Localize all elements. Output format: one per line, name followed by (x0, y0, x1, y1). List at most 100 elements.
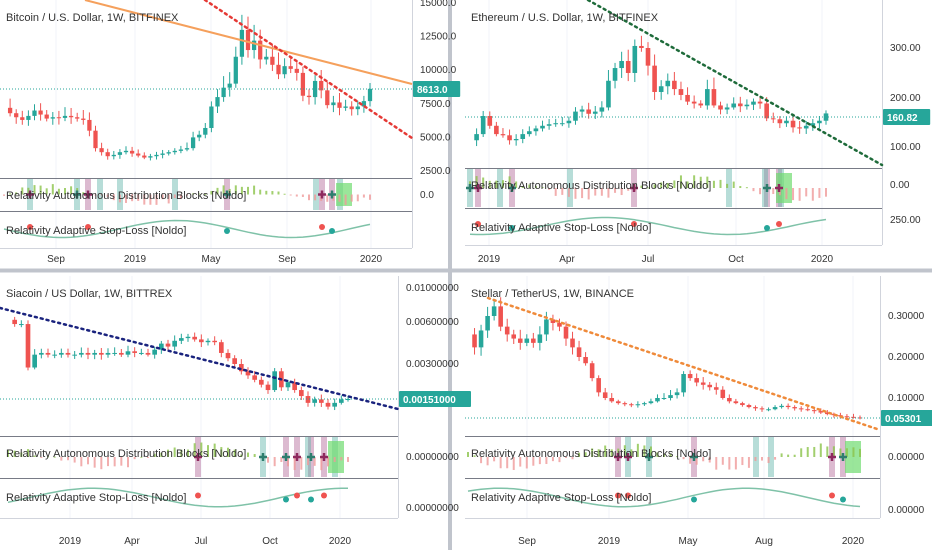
histogram-bar (528, 184, 531, 188)
histogram-bar (280, 457, 283, 463)
histogram-bar (161, 194, 164, 200)
candle-body (784, 120, 789, 124)
histogram-bar (64, 188, 66, 195)
indicator2-title: Relativity Adaptive Stop-Loss [Noldo] (471, 222, 651, 234)
candle-body (711, 89, 717, 106)
time-tick-label: Apr (124, 536, 140, 547)
candle-body (232, 358, 237, 364)
trend-line (84, 0, 413, 85)
histogram-bar (728, 457, 731, 470)
candle-body (810, 123, 816, 126)
histogram-bar (301, 194, 304, 197)
signal-bar-buy (768, 437, 774, 477)
time-tick-label: Apr (559, 254, 575, 265)
candle-body (770, 118, 776, 120)
candle-body (285, 382, 291, 388)
stop-loss-line (467, 487, 861, 508)
candle-body (642, 403, 647, 405)
indicator1-title: Relativity Autonomous Distribution Block… (6, 190, 246, 202)
candle-body (583, 357, 588, 364)
histogram-bar (271, 191, 274, 195)
candle-body (498, 306, 503, 327)
indicator1-tick-label: 0.0 (420, 190, 434, 201)
candle-body (629, 404, 634, 406)
candle-body (579, 109, 585, 112)
signal-block (776, 173, 792, 203)
candle-body (639, 45, 644, 48)
candle-body (52, 354, 57, 356)
time-tick-label: 2020 (842, 536, 865, 547)
histogram-bar (160, 452, 163, 457)
histogram-bar (265, 190, 268, 195)
chart-title: Siacoin / US Dollar, 1W, BITTREX (6, 288, 173, 300)
candle-body (672, 80, 677, 90)
histogram-bar (33, 185, 36, 195)
histogram-bar (277, 191, 280, 195)
candle-body (563, 326, 569, 339)
time-tick-label: 2019 (124, 254, 147, 265)
candle-body (576, 347, 582, 357)
histogram-bar (247, 186, 249, 195)
histogram-bar (826, 446, 829, 457)
stop-loss-dot (321, 492, 327, 499)
candle-body (609, 398, 615, 402)
candle-body (674, 392, 680, 396)
time-tick-label: Oct (728, 254, 744, 265)
candle-body (685, 94, 690, 102)
histogram-bar (9, 193, 12, 195)
candle-body (570, 338, 575, 348)
time-tick-label: 2019 (478, 254, 501, 265)
price-tick-label: 12500.0 (420, 32, 457, 43)
histogram-bar (620, 188, 623, 196)
candle-body (753, 407, 758, 409)
histogram-bar (287, 457, 289, 467)
histogram-bar (350, 194, 353, 202)
candle-body (225, 352, 231, 359)
candle-body (731, 103, 737, 108)
histogram-bar (521, 186, 524, 188)
candle-body (172, 150, 177, 153)
histogram-bar (752, 188, 755, 192)
candle-body (665, 80, 671, 87)
price-tick-label: 200.00 (890, 93, 921, 104)
candle-body (45, 352, 51, 355)
histogram-bar (21, 187, 24, 195)
candle-body (777, 119, 783, 124)
histogram-bar (754, 457, 757, 462)
histogram-bar (806, 447, 809, 457)
histogram-bar (747, 457, 750, 468)
candle-body (757, 101, 763, 104)
candle-body (797, 127, 802, 129)
candle-body (625, 60, 631, 73)
candle-body (811, 410, 817, 412)
candle-body (178, 149, 184, 151)
histogram-bar (320, 457, 323, 471)
histogram-bar (222, 185, 225, 195)
histogram-bar (67, 457, 69, 461)
candle-body (540, 125, 545, 129)
histogram-bar (813, 446, 816, 457)
time-tick-label: Sep (278, 254, 296, 265)
candle-body (245, 29, 251, 51)
histogram-bar (594, 188, 597, 196)
stop-loss-dot (509, 225, 515, 231)
candle-body (792, 407, 797, 409)
histogram-bar (112, 194, 115, 201)
histogram-bar (686, 181, 689, 188)
histogram-bar (113, 457, 116, 467)
histogram-bar (767, 457, 770, 464)
candle-body (312, 399, 317, 403)
candle-body (724, 107, 730, 110)
candle-body (331, 102, 336, 106)
indicator1-tick-label: 0.00000 (888, 452, 925, 463)
candle-body (857, 417, 863, 419)
histogram-bar (333, 457, 336, 462)
candle-body (81, 118, 86, 120)
candle-body (252, 375, 257, 380)
candle-body (566, 120, 572, 124)
histogram-bar (689, 457, 692, 464)
histogram-bar (173, 447, 176, 457)
candle-body (825, 412, 830, 415)
stop-loss-dot (27, 224, 33, 230)
